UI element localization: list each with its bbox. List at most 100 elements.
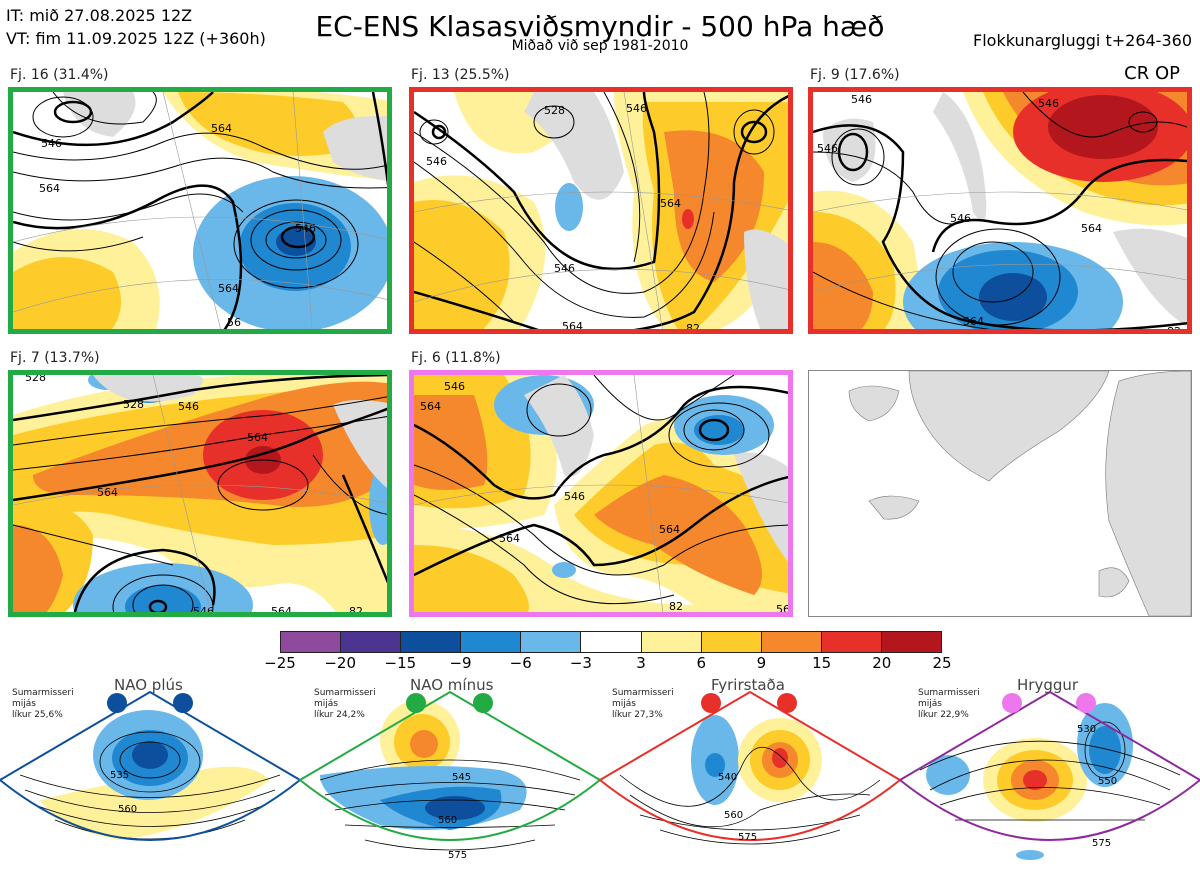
- regime-dot: [1076, 693, 1096, 713]
- colorbar-swatch: [281, 632, 342, 652]
- contour-label: 564: [499, 532, 520, 545]
- regime-contour-label: 575: [738, 832, 757, 843]
- panel-label-5: Fj. 6 (11.8%): [411, 350, 501, 366]
- contour-label: 546: [41, 137, 62, 150]
- colorbar: [280, 631, 942, 653]
- cluster-map-1: 546 564 564 546 564 56: [8, 87, 392, 334]
- contour-label: 564: [420, 400, 441, 413]
- header-times: IT: mið 27.08.2025 12Z VT: fim 11.09.202…: [6, 4, 266, 50]
- contour-label: 546: [950, 212, 971, 225]
- contour-label: 564: [39, 182, 60, 195]
- contour-label: 564: [660, 197, 681, 210]
- regime-contour-label: 560: [724, 810, 743, 821]
- cluster-map-5: 546 564 546 564 564 82 56: [409, 370, 793, 617]
- contour-label: 564: [1081, 222, 1102, 235]
- regime-blocking: 540 560 575: [598, 690, 902, 845]
- regime-maps: 535 560 545 560 575: [0, 690, 1200, 861]
- contour-label: 546: [817, 142, 838, 155]
- contour-label: 564: [659, 523, 680, 536]
- contour-label: 546: [626, 102, 647, 115]
- colorbar-tick: 20: [872, 654, 892, 672]
- contour-label: 528: [123, 398, 144, 411]
- colorbar-tick: 25: [932, 654, 952, 672]
- regime-contour-label: 545: [452, 772, 471, 783]
- contour-label: 56: [227, 316, 241, 329]
- cluster-map-3: 546 546 546 546 564 564 82: [808, 87, 1192, 334]
- contour-label: 82: [349, 605, 363, 617]
- contour-label: 546: [444, 380, 465, 393]
- contour-label: 82: [686, 322, 700, 334]
- regime-nao-plus: 535 560: [0, 690, 302, 841]
- colorbar-swatch: [521, 632, 582, 652]
- contour-label: 528: [25, 375, 46, 384]
- regime-info-3: Sumarmisseri mijás líkur 27,3%: [612, 688, 674, 720]
- panel-label-4: Fj. 7 (13.7%): [10, 350, 100, 366]
- regime-contour-label: 560: [118, 804, 137, 815]
- cluster-map-2: 546 528 546 546 564 564 82: [409, 87, 793, 334]
- colorbar-tick: −6: [509, 654, 532, 672]
- regime-contour-label: 550: [1098, 776, 1117, 787]
- regime-info-2: Sumarmisseri mijás líkur 24,2%: [314, 688, 376, 720]
- colorbar-swatch: [641, 632, 702, 652]
- colorbar-tick: 6: [696, 654, 707, 672]
- contour-label: 564: [218, 282, 239, 295]
- contour-label: 564: [963, 315, 984, 328]
- colorbar-swatch: [461, 632, 522, 652]
- colorbar-swatch: [821, 632, 882, 652]
- regime-nao-minus: 545 560 575: [298, 690, 602, 861]
- chart-subtitle: Miðað við sep 1981-2010: [511, 38, 689, 54]
- contour-label: 528: [544, 104, 565, 117]
- regime-dot: [173, 693, 193, 713]
- colorbar-swatch: [761, 632, 822, 652]
- regime-dot: [107, 693, 127, 713]
- regime-name-3: Fyrirstaða: [711, 676, 785, 694]
- colorbar-tick: −25: [264, 654, 296, 672]
- contour-label: 82: [1167, 325, 1181, 334]
- colorbar-swatch: [401, 632, 462, 652]
- cluster-map-empty: [808, 370, 1192, 617]
- regime-dot: [406, 693, 426, 713]
- colorbar-tick: −3: [569, 654, 592, 672]
- colorbar-tick: −15: [384, 654, 417, 672]
- colorbar-tick: 3: [636, 654, 646, 672]
- contour-label: 546: [851, 93, 872, 106]
- contour-label: 564: [271, 605, 292, 617]
- colorbar-swatch: [701, 632, 762, 652]
- panel-label-3: Fj. 9 (17.6%): [810, 67, 900, 83]
- valid-time: VT: fim 11.09.2025 12Z (+360h): [6, 29, 266, 48]
- colorbar-swatch: [581, 632, 642, 652]
- regime-dot: [1002, 693, 1022, 713]
- colorbar-tick: −9: [449, 654, 472, 672]
- contour-label: 546: [193, 605, 214, 617]
- contour-label: 546: [554, 262, 575, 275]
- regime-info-4: Sumarmisseri mijás líkur 22,9%: [918, 688, 980, 720]
- contour-label: 546: [564, 490, 585, 503]
- cr-op-label: CR OP: [1124, 63, 1180, 84]
- contour-label: 564: [211, 122, 232, 135]
- regime-contour-label: 530: [1077, 724, 1096, 735]
- colorbar-swatch: [881, 632, 942, 652]
- regime-contour-label: 575: [1092, 838, 1111, 849]
- regime-dot: [701, 693, 721, 713]
- contour-label: 546: [426, 155, 447, 168]
- regime-dot: [777, 693, 797, 713]
- regime-contour-label: 540: [718, 772, 737, 783]
- contour-label: 546: [1038, 97, 1059, 110]
- regime-contour-label: 575: [448, 850, 467, 861]
- regime-name-4: Hryggur: [1017, 676, 1079, 694]
- contour-label: 546: [178, 400, 199, 413]
- regime-contour-label: 560: [438, 815, 457, 826]
- regime-name-2: NAO mínus: [410, 676, 494, 694]
- contour-label: 564: [97, 486, 118, 499]
- regime-contour-label: 535: [110, 770, 129, 781]
- colorbar-ticks: −25 −20 −15 −9 −6 −3 3 6 9 15 20 25: [264, 654, 951, 674]
- classification-window: Flokkunargluggi t+264-360: [973, 31, 1192, 50]
- regime-ridge: 530 550 575: [898, 690, 1200, 860]
- panel-label-1: Fj. 16 (31.4%): [10, 67, 109, 83]
- contour-label: 564: [247, 431, 268, 444]
- colorbar-swatch: [341, 632, 402, 652]
- chart-title: EC-ENS Klasasviðsmyndir - 500 hPa hæð: [315, 10, 885, 43]
- contour-label: 82: [669, 600, 683, 613]
- regime-dot: [473, 693, 493, 713]
- colorbar-tick: −20: [324, 654, 356, 672]
